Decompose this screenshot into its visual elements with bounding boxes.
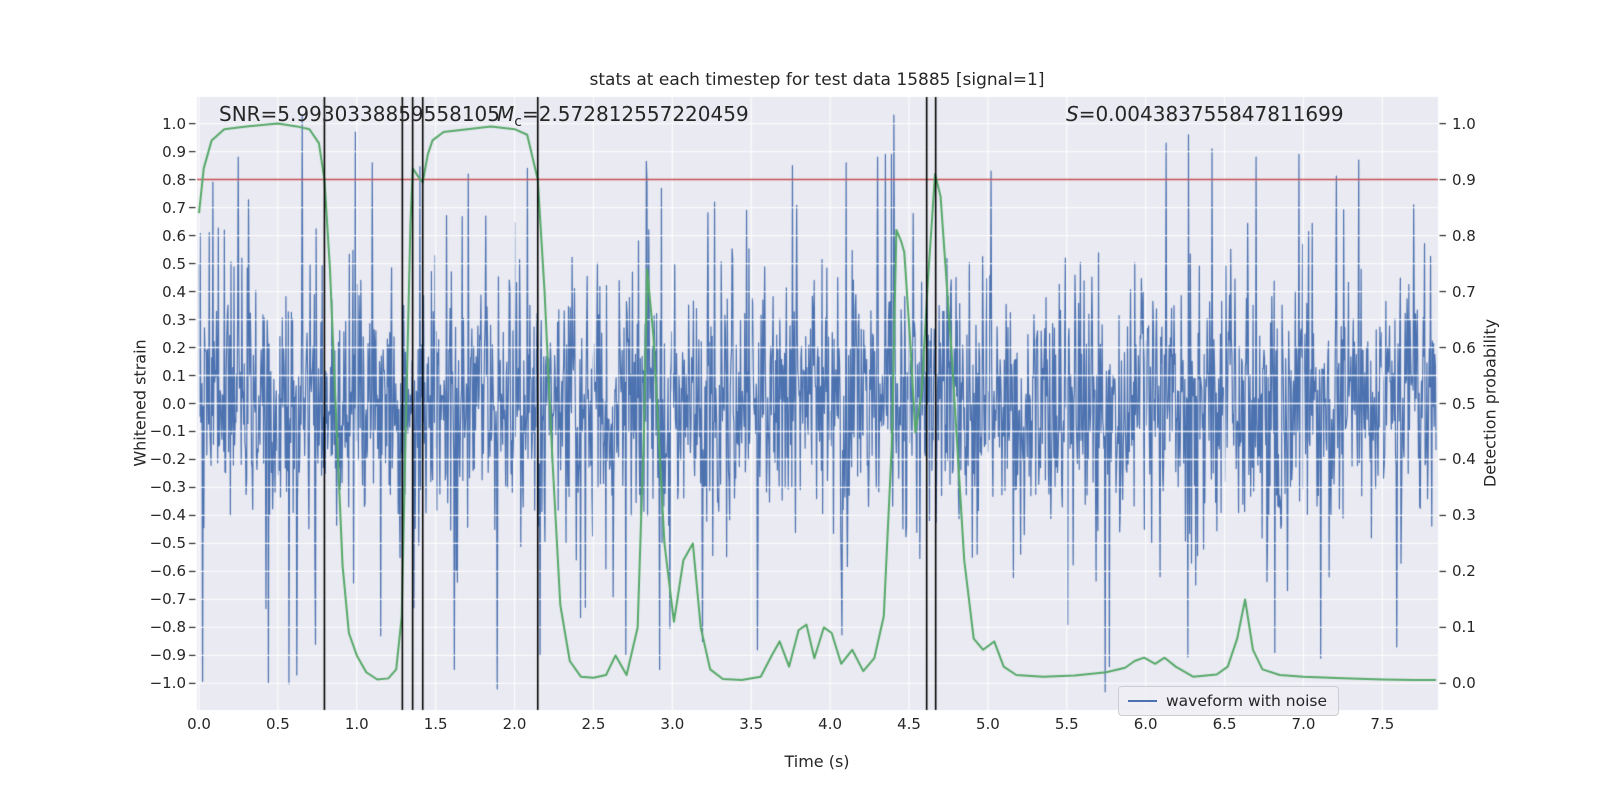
- x-tick-label: 0.5: [265, 715, 290, 733]
- snr-value: SNR=5.9930338859558105: [219, 102, 500, 126]
- chirp-mass-symbol: M: [497, 102, 515, 126]
- y-tick-label-left: 1.0: [162, 114, 186, 133]
- y-axis-label-left: Whitened strain: [130, 339, 150, 467]
- chart-title: stats at each timestep for test data 158…: [589, 70, 1045, 90]
- x-tick-label: 7.5: [1370, 715, 1395, 733]
- x-tick-label: 2.5: [581, 715, 606, 733]
- y-tick-label-left: 0.7: [162, 198, 186, 217]
- y-tick-label-left: −0.8: [149, 618, 186, 637]
- y-tick-label-left: 0.2: [162, 338, 186, 357]
- s-symbol: S: [1066, 102, 1079, 126]
- annotation-s: S=0.004383755847811699: [1066, 102, 1344, 126]
- y-tick-label-right: 1.0: [1452, 114, 1476, 133]
- annotation-chirp-mass: Mc=2.572812557220459: [497, 102, 749, 130]
- y-tick-label-left: −0.3: [149, 478, 186, 497]
- s-value: =0.004383755847811699: [1078, 102, 1344, 126]
- y-tick-label-left: 0.1: [162, 366, 186, 385]
- y-tick-label-right: 0.7: [1452, 282, 1476, 301]
- y-tick-label-left: −0.7: [149, 590, 186, 609]
- legend: waveform with noise: [1118, 686, 1339, 716]
- y-tick-label-right: 0.5: [1452, 394, 1476, 413]
- x-tick-label: 6.0: [1133, 715, 1158, 733]
- x-tick-label: 5.0: [975, 715, 1000, 733]
- y-tick-label-left: 0.0: [162, 394, 186, 413]
- y-tick-label-left: −0.2: [149, 450, 186, 469]
- y-tick-label-right: 0.6: [1452, 338, 1476, 357]
- x-tick-label: 4.0: [818, 715, 843, 733]
- legend-line-swatch: [1128, 700, 1157, 702]
- annotation-snr: SNR=5.9930338859558105: [219, 102, 500, 126]
- y-tick-label-left: −1.0: [149, 674, 186, 693]
- y-tick-label-left: 0.9: [162, 142, 186, 161]
- y-tick-label-right: 0.0: [1452, 674, 1476, 693]
- x-axis-label: Time (s): [784, 752, 850, 771]
- chirp-mass-subscript: c: [514, 114, 522, 130]
- x-tick-label: 0.0: [187, 715, 211, 733]
- y-tick-label-left: 0.4: [162, 282, 186, 301]
- y-tick-label-right: 0.3: [1452, 506, 1476, 525]
- x-tick-label: 7.0: [1291, 715, 1316, 733]
- y-tick-label-right: 0.1: [1452, 618, 1476, 637]
- x-tick-label: 3.5: [739, 715, 764, 733]
- y-tick-label-right: 0.9: [1452, 170, 1476, 189]
- chirp-mass-value: =2.572812557220459: [521, 102, 749, 126]
- y-tick-label-left: −0.9: [149, 646, 186, 665]
- y-tick-label-left: −0.1: [149, 422, 186, 441]
- y-tick-label-left: 0.3: [162, 310, 186, 329]
- y-tick-label-left: −0.5: [149, 534, 186, 553]
- x-tick-label: 1.5: [423, 715, 448, 733]
- y-tick-label-left: 0.8: [162, 170, 186, 189]
- x-tick-label: 4.5: [897, 715, 921, 733]
- x-tick-label: 5.5: [1054, 715, 1079, 733]
- x-tick-label: 1.0: [344, 715, 369, 733]
- y-tick-label-left: −0.4: [149, 506, 186, 525]
- x-tick-label: 6.5: [1212, 715, 1237, 733]
- y-tick-label-left: 0.5: [162, 254, 186, 273]
- x-tick-label: 3.0: [660, 715, 685, 733]
- y-tick-label-right: 0.2: [1452, 562, 1476, 581]
- y-axis-label-right: Detection probability: [1480, 318, 1500, 488]
- y-tick-label-right: 0.8: [1452, 226, 1476, 245]
- y-tick-label-left: −0.6: [149, 562, 186, 581]
- y-tick-label-left: 0.6: [162, 226, 186, 245]
- x-tick-label: 2.0: [502, 715, 527, 733]
- legend-label: waveform with noise: [1166, 692, 1327, 710]
- y-tick-label-right: 0.4: [1452, 450, 1476, 469]
